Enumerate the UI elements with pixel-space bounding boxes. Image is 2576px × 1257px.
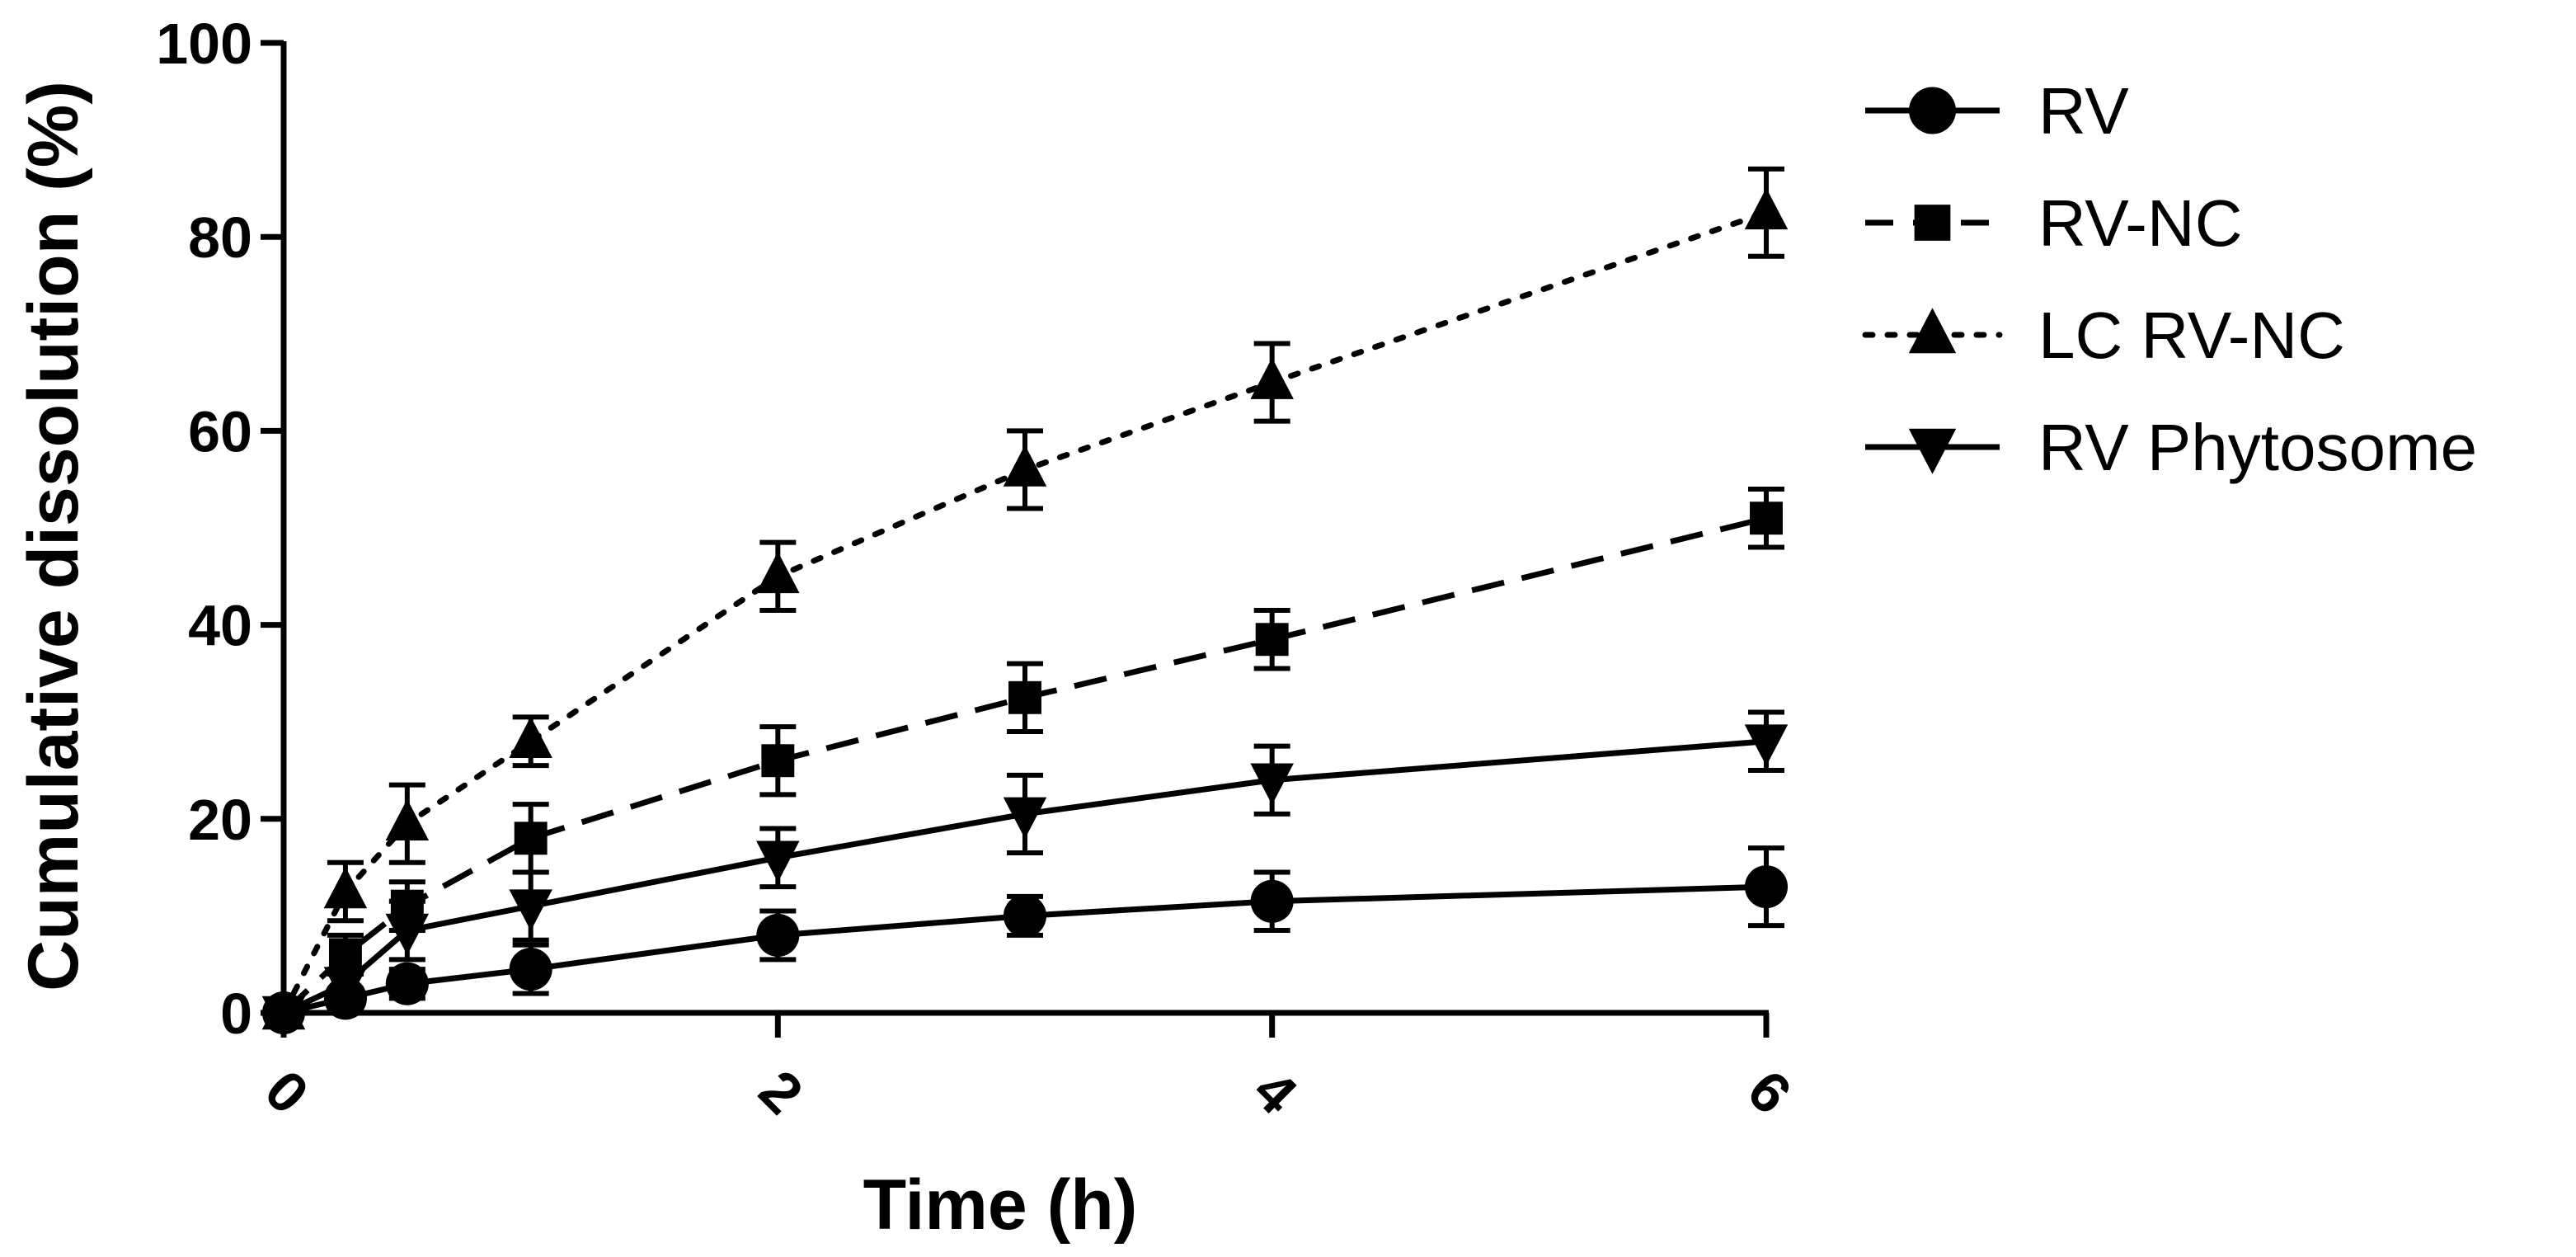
data-point — [1003, 445, 1047, 487]
data-point — [1008, 680, 1041, 714]
x-tick-label: 0 — [253, 1058, 322, 1127]
data-point — [1003, 797, 1047, 839]
data-point — [756, 551, 800, 594]
data-point — [323, 967, 368, 1009]
data-point — [1003, 894, 1047, 938]
legend-label: RV-NC — [2038, 186, 2242, 260]
data-point — [1250, 763, 1294, 805]
data-point — [756, 840, 800, 883]
data-point — [1744, 187, 1789, 230]
axes: 0 20 40 60 80 100 0 2 4 6 Time (h) Cumulative disso… — [14, 12, 1803, 1245]
data-point — [1255, 623, 1289, 657]
legend-label: RV — [2038, 74, 2129, 148]
x-tick-label: 6 — [1736, 1058, 1804, 1127]
x-tick-label: 4 — [1241, 1058, 1309, 1127]
data-point — [756, 913, 800, 957]
data-point — [385, 913, 430, 955]
data-point — [261, 996, 306, 1038]
data-point — [1250, 357, 1294, 399]
data-point — [1250, 879, 1294, 923]
legend-item-2: LC RV-NC — [1862, 299, 2345, 372]
data-point — [385, 962, 429, 1005]
series-line — [280, 210, 1770, 1016]
y-tick-label: 20 — [188, 788, 252, 852]
x-tick-label: 2 — [747, 1058, 816, 1127]
y-tick-label: 100 — [156, 12, 252, 76]
data-point — [509, 716, 552, 759]
data-point — [509, 889, 552, 931]
x-axis-title: Time (h) — [863, 1165, 1138, 1245]
data-point — [1744, 724, 1789, 766]
legend-marker — [1908, 308, 1957, 354]
series-0 — [261, 845, 1789, 1035]
data-point — [761, 744, 795, 778]
legend-marker — [1908, 87, 1957, 134]
legend-label: LC RV-NC — [2038, 299, 2345, 372]
legend: RV RV-NC LC RV-NC RV Phytosome — [1862, 74, 2477, 484]
data-point — [509, 948, 552, 991]
series-line — [281, 515, 1767, 1015]
data-point — [514, 822, 548, 855]
series-2 — [261, 166, 1789, 1030]
legend-label: RV Phytosome — [2038, 411, 2477, 484]
data-point — [323, 867, 368, 909]
data-point — [1744, 865, 1789, 909]
legend-item-1: RV-NC — [1865, 186, 2242, 260]
legend-item-3: RV Phytosome — [1865, 411, 2477, 484]
y-tick-label: 0 — [220, 982, 252, 1046]
y-tick-label: 60 — [188, 399, 252, 464]
data-point — [328, 938, 362, 972]
legend-marker — [1908, 428, 1957, 474]
y-axis-title: Cumulative dissolution (%) — [14, 81, 93, 991]
legend-marker — [1914, 205, 1951, 241]
data-point — [1750, 501, 1783, 535]
y-tick-label: 80 — [188, 205, 252, 270]
series-3 — [261, 709, 1789, 1038]
data-point — [385, 798, 430, 840]
plot-area — [261, 166, 1789, 1038]
y-tick-label: 40 — [188, 594, 252, 658]
legend-item-0: RV — [1865, 74, 2129, 148]
